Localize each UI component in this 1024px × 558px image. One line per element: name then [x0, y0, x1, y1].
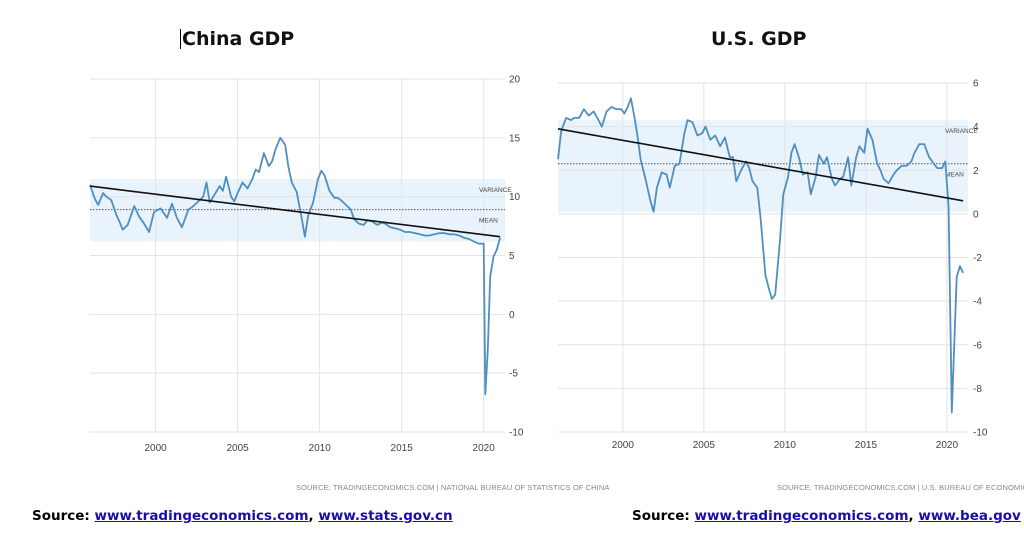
stats-gov-cn-link[interactable]: www.stats.gov.cn: [318, 508, 453, 524]
x-tick-label: 2005: [693, 440, 716, 451]
x-tick-label: 2020: [473, 443, 496, 454]
x-tick-label: 2000: [612, 440, 635, 451]
separator: ,: [908, 508, 914, 524]
china-source-line: Source: www.tradingeconomics.com, www.st…: [32, 508, 453, 524]
china-chart-credit: SOURCE: TRADINGECONOMICS.COM | NATIONAL …: [296, 483, 610, 492]
variance-band: [90, 179, 505, 242]
y-tick-label: 0: [509, 310, 515, 321]
y-tick-label: -2: [973, 253, 982, 264]
bea-gov-link[interactable]: www.bea.gov: [918, 508, 1021, 524]
variance-label: VARIANCE: [479, 187, 512, 194]
x-tick-label: 2020: [936, 440, 959, 451]
us-chart-credit: SOURCE: TRADINGECONOMICS.COM | U.S. BURE…: [777, 483, 1024, 492]
source-label: Source:: [32, 508, 90, 524]
trend-line: [89, 185, 501, 238]
x-tick-label: 2015: [391, 443, 414, 454]
y-tick-label: -5: [509, 369, 518, 380]
variance-label: VARIANCE: [945, 128, 978, 135]
tradingeconomics-link[interactable]: www.tradingeconomics.com: [94, 508, 309, 524]
x-tick-label: 2005: [227, 443, 250, 454]
y-tick-label: 6: [973, 79, 979, 90]
x-tick-label: 2010: [309, 443, 332, 454]
us-source-line: Source: www.tradingeconomics.com, www.be…: [632, 508, 1021, 524]
text-cursor: [180, 29, 181, 49]
y-tick-label: 10: [509, 192, 521, 203]
y-tick-label: -6: [973, 340, 982, 351]
y-tick-label: -4: [973, 297, 982, 308]
tradingeconomics-link[interactable]: www.tradingeconomics.com: [694, 508, 909, 524]
china-gdp-title: China GDP: [182, 28, 295, 50]
trend-line: [557, 128, 964, 202]
mean-label: MEAN: [945, 172, 964, 179]
y-tick-label: 20: [509, 75, 521, 86]
y-tick-label: 15: [509, 133, 521, 144]
y-tick-label: 2: [973, 166, 979, 177]
y-tick-label: -10: [973, 428, 988, 439]
y-tick-label: 5: [509, 251, 515, 262]
y-tick-label: 4: [973, 122, 979, 133]
separator: ,: [308, 508, 314, 524]
y-tick-label: -8: [973, 384, 982, 395]
source-label: Source:: [632, 508, 690, 524]
x-tick-label: 2010: [774, 440, 797, 451]
y-tick-label: -10: [509, 428, 524, 439]
gdp-series-line: [89, 136, 501, 396]
us-gdp-title: U.S. GDP: [711, 28, 807, 50]
y-tick-label: 0: [973, 209, 979, 220]
mean-label: MEAN: [479, 218, 498, 225]
gdp-series-line: [557, 97, 964, 414]
x-tick-label: 2015: [855, 440, 878, 451]
x-tick-label: 2000: [144, 443, 167, 454]
